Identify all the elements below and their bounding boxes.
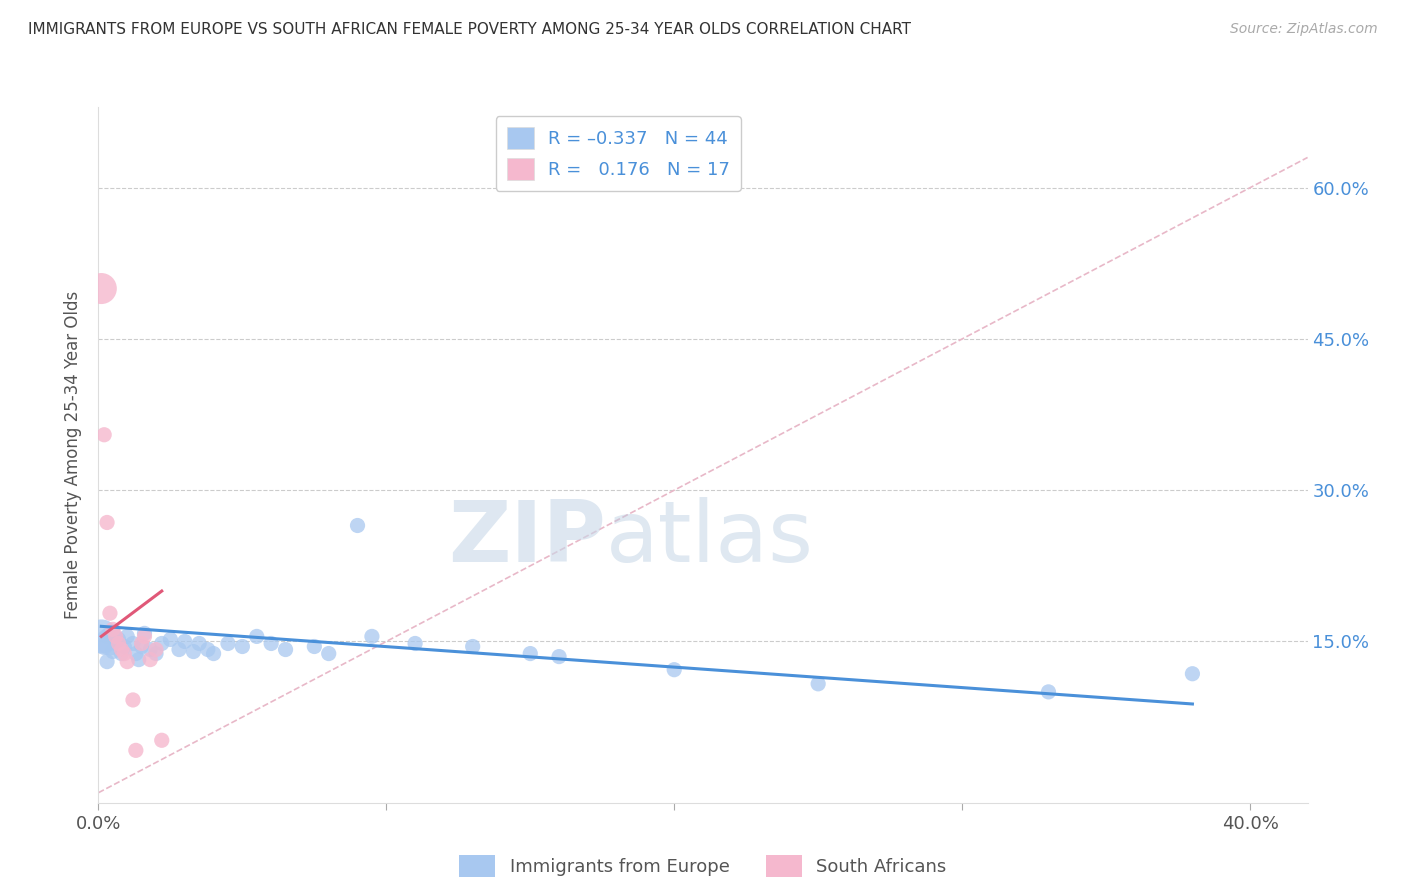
Legend: Immigrants from Europe, South Africans: Immigrants from Europe, South Africans bbox=[453, 847, 953, 884]
Point bbox=[145, 647, 167, 661]
Point bbox=[167, 642, 190, 657]
Point bbox=[110, 642, 132, 657]
Point bbox=[260, 636, 283, 650]
Point bbox=[112, 647, 135, 661]
Point bbox=[188, 636, 211, 650]
Point bbox=[101, 624, 124, 639]
Point bbox=[107, 636, 129, 650]
Point bbox=[231, 640, 253, 654]
Point bbox=[115, 629, 138, 643]
Text: Source: ZipAtlas.com: Source: ZipAtlas.com bbox=[1230, 22, 1378, 37]
Point bbox=[96, 516, 118, 530]
Point bbox=[519, 647, 541, 661]
Point bbox=[1181, 666, 1204, 681]
Point bbox=[318, 647, 340, 661]
Point bbox=[131, 640, 153, 654]
Point bbox=[159, 632, 181, 647]
Text: atlas: atlas bbox=[606, 497, 814, 580]
Point bbox=[183, 644, 205, 658]
Point bbox=[150, 636, 173, 650]
Point bbox=[125, 647, 148, 661]
Y-axis label: Female Poverty Among 25-34 Year Olds: Female Poverty Among 25-34 Year Olds bbox=[65, 291, 83, 619]
Point bbox=[93, 427, 115, 442]
Point bbox=[98, 606, 121, 620]
Point bbox=[173, 634, 195, 648]
Point bbox=[90, 281, 112, 295]
Point bbox=[125, 743, 148, 757]
Point bbox=[90, 629, 112, 643]
Point bbox=[134, 626, 156, 640]
Point bbox=[807, 677, 830, 691]
Point bbox=[664, 663, 686, 677]
Point bbox=[217, 636, 239, 650]
Point bbox=[93, 640, 115, 654]
Point bbox=[150, 733, 173, 747]
Point bbox=[246, 629, 269, 643]
Point bbox=[145, 642, 167, 657]
Text: IMMIGRANTS FROM EUROPE VS SOUTH AFRICAN FEMALE POVERTY AMONG 25-34 YEAR OLDS COR: IMMIGRANTS FROM EUROPE VS SOUTH AFRICAN … bbox=[28, 22, 911, 37]
Point bbox=[1038, 685, 1060, 699]
Point bbox=[202, 647, 225, 661]
Point bbox=[274, 642, 297, 657]
Text: ZIP: ZIP bbox=[449, 497, 606, 580]
Point bbox=[134, 629, 156, 643]
Point bbox=[131, 636, 153, 650]
Point bbox=[101, 623, 124, 637]
Point bbox=[122, 693, 145, 707]
Point bbox=[107, 632, 129, 647]
Point bbox=[548, 649, 571, 664]
Point bbox=[304, 640, 326, 654]
Point bbox=[96, 629, 118, 643]
Point bbox=[122, 636, 145, 650]
Point bbox=[139, 642, 162, 657]
Point bbox=[139, 652, 162, 666]
Point bbox=[110, 647, 132, 661]
Point bbox=[101, 644, 124, 658]
Point bbox=[128, 652, 150, 666]
Point bbox=[98, 634, 121, 648]
Point bbox=[461, 640, 484, 654]
Point bbox=[96, 655, 118, 669]
Point bbox=[404, 636, 426, 650]
Point bbox=[197, 642, 219, 657]
Point bbox=[112, 640, 135, 654]
Point bbox=[104, 629, 127, 643]
Point bbox=[361, 629, 384, 643]
Point bbox=[346, 518, 368, 533]
Point bbox=[104, 636, 127, 650]
Point bbox=[115, 655, 138, 669]
